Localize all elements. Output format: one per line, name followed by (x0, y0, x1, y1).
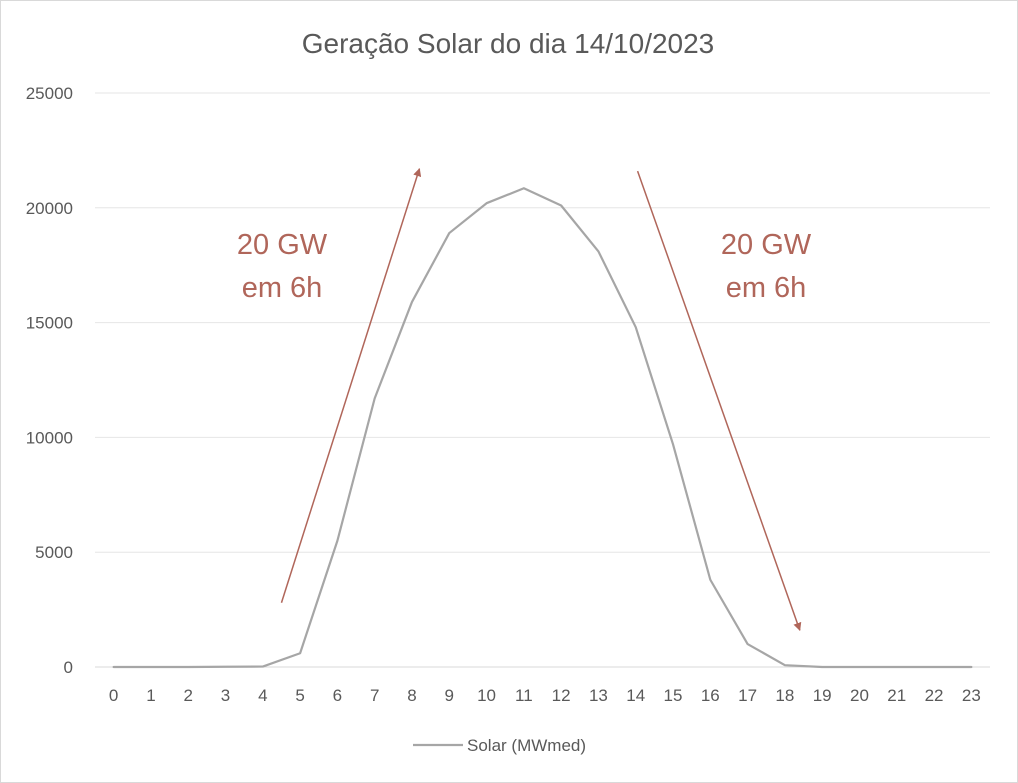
legend: Solar (MWmed) (413, 736, 586, 755)
annotation-arrow-0 (280, 167, 422, 603)
annotation-right-line1: 20 GW (721, 229, 812, 261)
y-tick-label-15000: 15000 (26, 314, 73, 333)
x-tick-label-17: 17 (738, 686, 757, 705)
y-tick-label-20000: 20000 (26, 199, 73, 218)
series-group (112, 187, 973, 669)
y-tick-label-5000: 5000 (35, 543, 73, 562)
x-tick-label-23: 23 (962, 686, 981, 705)
x-tick-label-9: 9 (445, 686, 454, 705)
x-tick-label-15: 15 (664, 686, 683, 705)
x-tick-label-0: 0 (109, 686, 118, 705)
x-axis-ticks: 0 1 2 3 4 5 6 7 8 9 10 11 12 13 14 15 16 17 18 19 20 21 22 23 (109, 686, 981, 705)
x-tick-label-18: 18 (775, 686, 794, 705)
x-tick-label-3: 3 (221, 686, 230, 705)
legend-label: Solar (MWmed) (467, 736, 586, 755)
x-tick-label-4: 4 (258, 686, 267, 705)
x-tick-label-5: 5 (295, 686, 304, 705)
x-tick-label-12: 12 (552, 686, 571, 705)
annotation-right-line2: em 6h (726, 272, 807, 304)
x-tick-label-13: 13 (589, 686, 608, 705)
x-tick-label-16: 16 (701, 686, 720, 705)
x-tick-label-6: 6 (333, 686, 342, 705)
annotation-left-line2: em 6h (242, 272, 323, 304)
x-tick-label-19: 19 (813, 686, 832, 705)
annotation-arrow-1 (636, 170, 802, 632)
x-tick-label-2: 2 (183, 686, 192, 705)
annotation-arrows (280, 167, 802, 632)
y-tick-label-25000: 25000 (26, 84, 73, 103)
y-axis-ticks: 0 5000 10000 15000 20000 25000 (26, 84, 73, 677)
y-tick-label-10000: 10000 (26, 428, 73, 447)
x-tick-label-20: 20 (850, 686, 869, 705)
series-line-0 (112, 187, 973, 669)
x-tick-label-10: 10 (477, 686, 496, 705)
x-tick-label-22: 22 (925, 686, 944, 705)
x-tick-label-8: 8 (407, 686, 416, 705)
x-tick-label-1: 1 (146, 686, 155, 705)
x-tick-label-11: 11 (515, 686, 533, 705)
x-tick-label-14: 14 (626, 686, 645, 705)
chart-title: Geração Solar do dia 14/10/2023 (302, 28, 715, 59)
gridlines (95, 92, 990, 668)
x-tick-label-21: 21 (887, 686, 906, 705)
y-tick-label-0: 0 (64, 658, 73, 677)
x-tick-label-7: 7 (370, 686, 379, 705)
annotation-left-line1: 20 GW (237, 229, 328, 261)
